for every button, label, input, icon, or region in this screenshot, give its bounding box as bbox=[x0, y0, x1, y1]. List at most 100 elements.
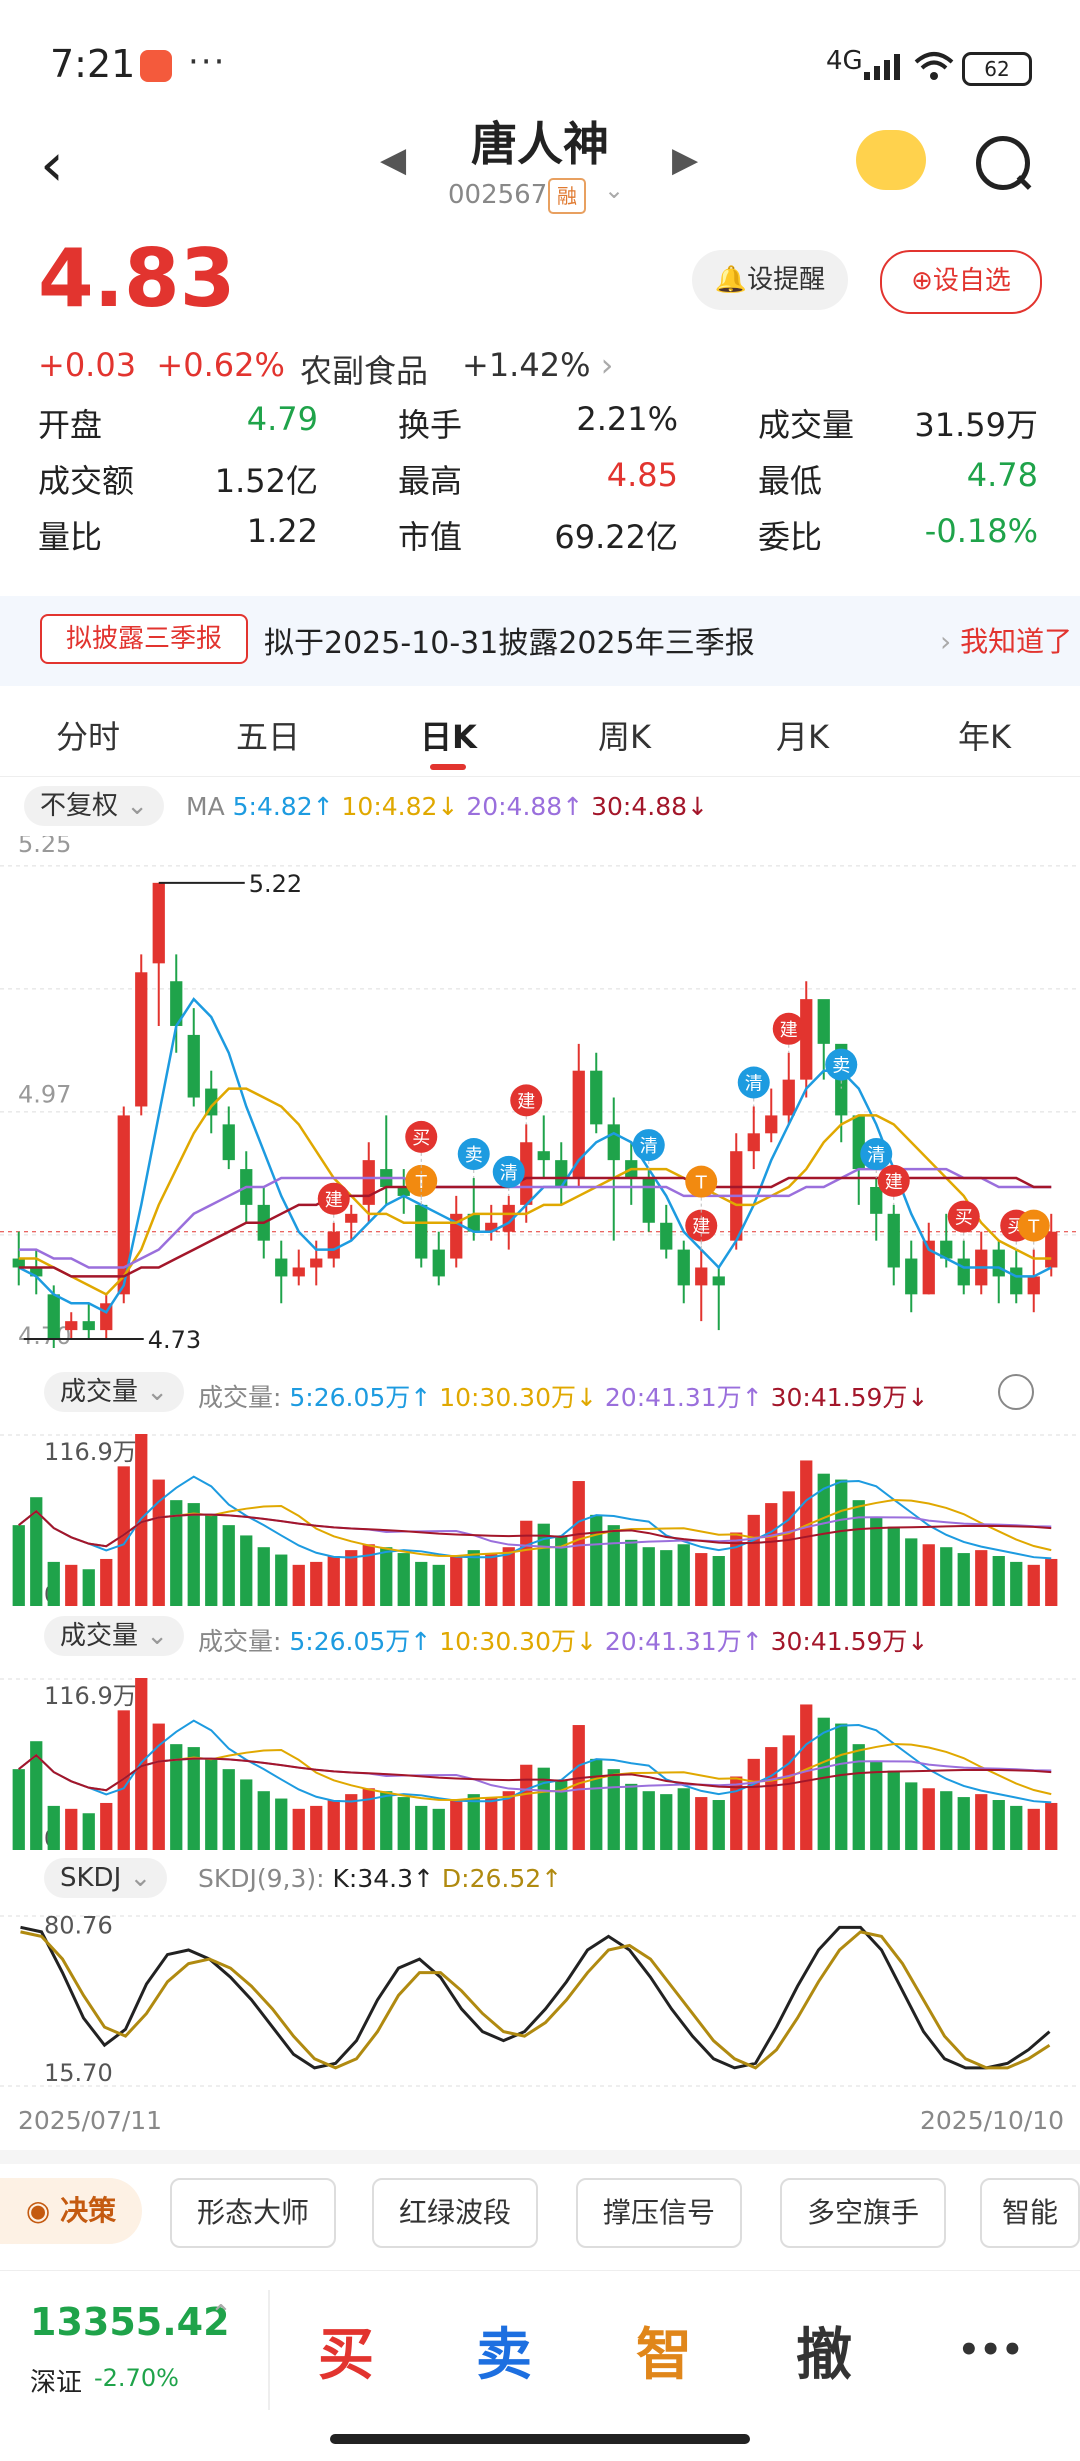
skdj-chart[interactable]: 80.76 15.70 bbox=[0, 1906, 1080, 2106]
candle bbox=[782, 1079, 795, 1116]
prev-stock-button[interactable]: ◀ bbox=[380, 140, 407, 180]
candle bbox=[555, 1160, 568, 1187]
volume-bar bbox=[975, 1794, 988, 1850]
index-value[interactable]: 13355.42 bbox=[30, 2300, 230, 2344]
candle bbox=[187, 1034, 200, 1098]
volume-bar bbox=[292, 1564, 305, 1606]
ma5-line bbox=[18, 997, 1052, 1314]
candle bbox=[362, 1160, 375, 1205]
tool-0[interactable]: 形态大师 bbox=[170, 2178, 336, 2248]
tab-0[interactable]: 分时 bbox=[56, 718, 121, 756]
settings-icon[interactable] bbox=[998, 1374, 1034, 1410]
candle bbox=[275, 1258, 288, 1277]
volume-bar bbox=[940, 1547, 953, 1606]
tool-4[interactable]: 智能 bbox=[980, 2178, 1080, 2248]
volume-selector-1[interactable]: 成交量 ⌄ bbox=[44, 1372, 185, 1412]
volume-bar bbox=[695, 1797, 708, 1850]
volume-bar bbox=[992, 1800, 1005, 1850]
candle bbox=[327, 1231, 340, 1259]
tool-2[interactable]: 撑压信号 bbox=[576, 2178, 742, 2248]
stats-row: 成交额 1.52亿 最高 4.85 最低 4.78 bbox=[38, 456, 1048, 512]
chevron-down-icon[interactable]: ⌄ bbox=[604, 176, 625, 204]
ma-value: 10:4.82↓ bbox=[341, 792, 467, 821]
candle bbox=[677, 1249, 690, 1286]
index-name: 深证 bbox=[30, 2368, 83, 2398]
skdj-title: SKDJ(9,3): bbox=[198, 1864, 325, 1893]
smart-button[interactable]: 智 bbox=[636, 2323, 692, 2388]
volume-bar bbox=[170, 1500, 183, 1606]
volume-bar bbox=[712, 1556, 725, 1606]
volume-bar bbox=[572, 1481, 585, 1606]
volume-bar bbox=[380, 1791, 393, 1850]
volume-bar bbox=[1010, 1805, 1023, 1850]
volume-bar bbox=[47, 1561, 60, 1606]
tab-5[interactable]: 年K bbox=[958, 718, 1011, 756]
volume-bar bbox=[240, 1535, 253, 1606]
tool-3[interactable]: 多空旗手 bbox=[780, 2178, 946, 2248]
back-button[interactable]: ‹ bbox=[40, 130, 64, 200]
volume-bar bbox=[47, 1805, 60, 1850]
volume-chart-2[interactable]: 116.9万0 bbox=[0, 1664, 1080, 1864]
volume-bar bbox=[65, 1808, 78, 1850]
volume-bar bbox=[905, 1782, 918, 1850]
volume-bar bbox=[415, 1805, 428, 1850]
vol-ma30-line bbox=[18, 1753, 1052, 1792]
search-icon[interactable] bbox=[976, 136, 1030, 190]
vol-ma30-line bbox=[18, 1509, 1052, 1548]
candle bbox=[922, 1240, 935, 1295]
index-change: -2.70% bbox=[94, 2364, 179, 2392]
volume-bar bbox=[187, 1747, 200, 1850]
volume-bar bbox=[450, 1556, 463, 1606]
decision-button[interactable]: ◉ 决策 bbox=[0, 2178, 142, 2244]
candle bbox=[712, 1276, 725, 1286]
network-label: 4G bbox=[826, 46, 863, 76]
volume-title: 成交量: bbox=[198, 1627, 282, 1656]
cancel-order-button[interactable]: 撤 bbox=[796, 2323, 852, 2388]
dismiss-banner-link[interactable]: › 我知道了 bbox=[940, 620, 1072, 660]
sector-link[interactable]: 农副食品 bbox=[300, 352, 429, 390]
adjust-selector[interactable]: 不复权 ⌄ bbox=[24, 786, 165, 826]
candle bbox=[1010, 1267, 1023, 1295]
volume-bar bbox=[765, 1747, 778, 1850]
set-alert-button[interactable]: 🔔设提醒 bbox=[692, 250, 848, 310]
tab-3[interactable]: 周K bbox=[598, 718, 651, 756]
volume-bar bbox=[257, 1547, 270, 1606]
candle bbox=[30, 1267, 43, 1277]
signal-label: 清 bbox=[867, 1145, 885, 1166]
section-divider bbox=[0, 2150, 1080, 2164]
signal-badge bbox=[685, 1209, 718, 1242]
next-stock-button[interactable]: ▶ bbox=[672, 140, 699, 180]
sell-button[interactable]: 卖 bbox=[476, 2323, 532, 2388]
skdj-k: K:34.3↑ bbox=[332, 1864, 434, 1893]
volume-bar bbox=[30, 1741, 43, 1850]
candle bbox=[747, 1133, 760, 1152]
candle bbox=[800, 999, 813, 1080]
volume-bar bbox=[432, 1564, 445, 1606]
volume-chart-1[interactable]: 116.9万0 bbox=[0, 1420, 1080, 1620]
tool-1[interactable]: 红绿波段 bbox=[372, 2178, 538, 2248]
volume-selector-2[interactable]: 成交量 ⌄ bbox=[44, 1616, 185, 1656]
volume-bar bbox=[957, 1553, 970, 1606]
candlestick-chart[interactable]: 5.254.974.705.224.73建T买卖清建清建T清建卖清建买买 T bbox=[0, 836, 1080, 1356]
sector-change: +1.42% › bbox=[462, 346, 613, 384]
more-menu-button[interactable]: ••• bbox=[958, 2330, 1024, 2370]
signal-badge bbox=[947, 1200, 980, 1233]
stat-label: 最高 bbox=[398, 462, 463, 500]
tab-4[interactable]: 月K bbox=[776, 718, 829, 756]
volume-bar bbox=[117, 1710, 130, 1850]
volume-bar bbox=[187, 1503, 200, 1606]
mascot-icon[interactable] bbox=[856, 130, 926, 190]
candle bbox=[467, 1213, 480, 1232]
candle bbox=[817, 999, 830, 1044]
candle bbox=[397, 1186, 410, 1196]
tab-1[interactable]: 五日 bbox=[236, 718, 301, 756]
candle bbox=[870, 1186, 883, 1214]
skdj-selector[interactable]: SKDJ ⌄ bbox=[44, 1858, 168, 1898]
buy-button[interactable]: 买 bbox=[318, 2323, 374, 2388]
tab-2[interactable]: 日K bbox=[420, 718, 477, 756]
volume-bar bbox=[205, 1758, 218, 1850]
volume-bar bbox=[467, 1550, 480, 1606]
add-favorite-button[interactable]: ⊕设自选 bbox=[880, 250, 1042, 314]
divider bbox=[268, 2290, 270, 2410]
volume-bar bbox=[852, 1744, 865, 1850]
